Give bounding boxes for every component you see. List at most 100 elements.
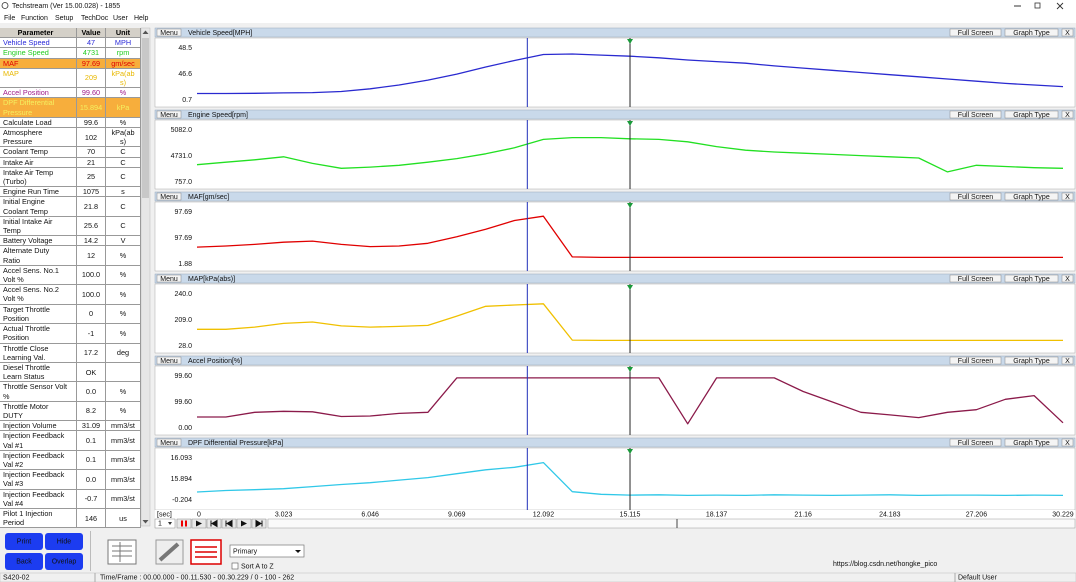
parameter-value: 21.8 <box>77 197 106 216</box>
table-row[interactable]: Throttle Close Learning Val. 17.2 deg <box>0 343 141 363</box>
table-row[interactable]: Diesel Throttle Learn Status OK <box>0 362 141 383</box>
action-button[interactable] <box>45 533 83 550</box>
close-button[interactable] <box>1061 274 1074 283</box>
menu-item[interactable]: TechDoc <box>81 15 109 22</box>
parameter-unit: deg <box>106 343 141 362</box>
table-row[interactable]: Vehicle Speed 47 MPH <box>0 38 141 49</box>
table-row[interactable]: Throttle Motor DUTY 8.2% <box>0 401 141 422</box>
table-row[interactable]: Injection Feedback Val #4 -0.7 mm3/st <box>0 489 141 509</box>
parameter-unit: gm/sec <box>106 58 141 68</box>
table-row[interactable]: Intake Air 21 C <box>0 157 141 168</box>
window-title: Techstream (Ver 15.00.028) - 1855 <box>12 3 120 10</box>
table-row[interactable]: Accel Sens. No.1 Volt % 100.0% <box>0 265 141 286</box>
table-row[interactable]: Target Throttle Position 0% <box>0 304 141 325</box>
graph-type-button[interactable] <box>1004 438 1059 447</box>
table-row[interactable]: Injection Volume 31.09 mm3/st <box>0 421 141 432</box>
close-button[interactable] <box>1061 438 1074 447</box>
action-button[interactable] <box>5 533 43 550</box>
menu-item[interactable]: Function <box>21 15 48 22</box>
full-screen-button[interactable] <box>949 274 1002 283</box>
parameter-name: Target Throttle Position <box>0 304 77 324</box>
table-row[interactable]: Accel Position 99.60% <box>0 88 141 99</box>
table-row[interactable]: MAF 97.69 gm/sec <box>0 58 141 69</box>
table-row[interactable]: Actual Throttle Position -1% <box>0 324 141 344</box>
watermark: https://blog.csdn.net/hongke_pico <box>833 561 937 568</box>
display-select[interactable] <box>229 544 305 558</box>
full-screen-button[interactable] <box>949 110 1002 119</box>
time-tick-label: 12.092 <box>533 511 555 518</box>
menu-button[interactable] <box>156 192 182 201</box>
table-row[interactable]: Accel Sens. No.2 Volt % 100.0% <box>0 285 141 305</box>
table-row[interactable]: Injection Feedback Val #1 0.1 mm3/st <box>0 431 141 451</box>
frame-select[interactable] <box>154 518 176 529</box>
graph-title: Accel Position[%] <box>188 358 242 365</box>
action-button[interactable] <box>5 553 43 570</box>
parameter-name: Actual Throttle Position <box>0 324 77 343</box>
table-row[interactable]: Parameter Value Unit <box>0 28 141 39</box>
parameter-unit: s <box>106 187 141 197</box>
parameter-name: Injection Feedback Val #2 <box>0 450 77 470</box>
full-screen-button[interactable] <box>949 192 1002 201</box>
graph-type-label: Graph Type <box>1013 194 1050 201</box>
graph-type-button[interactable] <box>1004 110 1059 119</box>
parameter-unit: rpm <box>106 48 141 58</box>
parameter-name: Engine Run Time <box>0 187 77 197</box>
table-row[interactable]: Injection Feedback Val #3 0.0 mm3/st <box>0 470 141 490</box>
action-button-label: Overlap <box>52 559 77 566</box>
parameter-value: -1 <box>77 324 106 343</box>
full-screen-button[interactable] <box>949 438 1002 447</box>
menu-item[interactable]: User <box>113 15 128 22</box>
parameter-value: 102 <box>77 128 106 147</box>
table-row[interactable]: Calculate Load 99.6% <box>0 117 141 129</box>
panel-header <box>154 27 1076 38</box>
close-button[interactable] <box>1061 192 1074 201</box>
menu-item[interactable]: Help <box>134 15 149 22</box>
sort-checkbox[interactable] <box>231 562 239 570</box>
menu-button[interactable] <box>156 28 182 37</box>
table-row[interactable]: Throttle Sensor Volt % 0.0% <box>0 382 141 402</box>
rewind-icon <box>210 519 218 528</box>
graph-title: MAP[kPa(abs)] <box>188 276 235 283</box>
table-row[interactable]: Battery Voltage 14.2 V <box>0 236 141 247</box>
table-row[interactable]: Initial Engine Coolant Temp 21.8 C <box>0 197 141 217</box>
graph-type-button[interactable] <box>1004 274 1059 283</box>
graph-type-button[interactable] <box>1004 356 1059 365</box>
table-row[interactable]: Coolant Temp 70 C <box>0 147 141 158</box>
close-button[interactable] <box>1061 110 1074 119</box>
parameter-value: OK <box>77 362 106 382</box>
list-icon[interactable] <box>107 539 137 565</box>
menu-item[interactable]: File <box>4 15 15 22</box>
graph-type-button[interactable] <box>1004 192 1059 201</box>
timeline-slider[interactable] <box>267 518 1076 529</box>
table-row[interactable]: MAP 209 kPa(abs) <box>0 68 141 89</box>
table-row[interactable]: Atmosphere Pressure 102 kPa(abs) <box>0 128 141 148</box>
full-screen-button[interactable] <box>949 356 1002 365</box>
action-button[interactable] <box>45 553 83 570</box>
graph-type-button[interactable] <box>1004 28 1059 37</box>
table-row[interactable]: Injection Feedback Val #2 0.1 mm3/st <box>0 450 141 471</box>
table-row[interactable]: Engine Run Time 1075 s <box>0 187 141 198</box>
menu-button[interactable] <box>156 438 182 447</box>
parameter-unit: % <box>106 324 141 343</box>
menu-button[interactable] <box>156 274 182 283</box>
menu-button[interactable] <box>156 356 182 365</box>
menu-item[interactable]: Setup <box>55 15 73 22</box>
table-row[interactable]: Initial Intake Air Temp 25.6 C <box>0 216 141 237</box>
playback-button[interactable] <box>176 518 192 529</box>
parameter-name: MAP <box>0 68 77 88</box>
table-row[interactable]: Intake Air Temp (Turbo) 25 C <box>0 167 141 188</box>
parameter-unit: % <box>106 265 141 285</box>
close-button[interactable] <box>1061 356 1074 365</box>
restore-icon <box>1034 2 1041 9</box>
app-icon <box>1 2 9 9</box>
table-row[interactable]: Alternate Duty Ratio 12% <box>0 246 141 266</box>
y-label: 4731.0 <box>171 153 193 160</box>
table-row[interactable]: Pilot 1 Injection Period 146 us <box>0 508 141 529</box>
table-row[interactable]: Engine Speed 4731 rpm <box>0 48 141 59</box>
table-row[interactable]: DPF Differential Pressure 15.894 kPa <box>0 98 141 118</box>
full-screen-button[interactable] <box>949 28 1002 37</box>
scroll-up <box>142 30 149 34</box>
menu-button[interactable] <box>156 110 182 119</box>
close-button[interactable] <box>1061 28 1074 37</box>
y-label: 16.093 <box>171 455 193 462</box>
